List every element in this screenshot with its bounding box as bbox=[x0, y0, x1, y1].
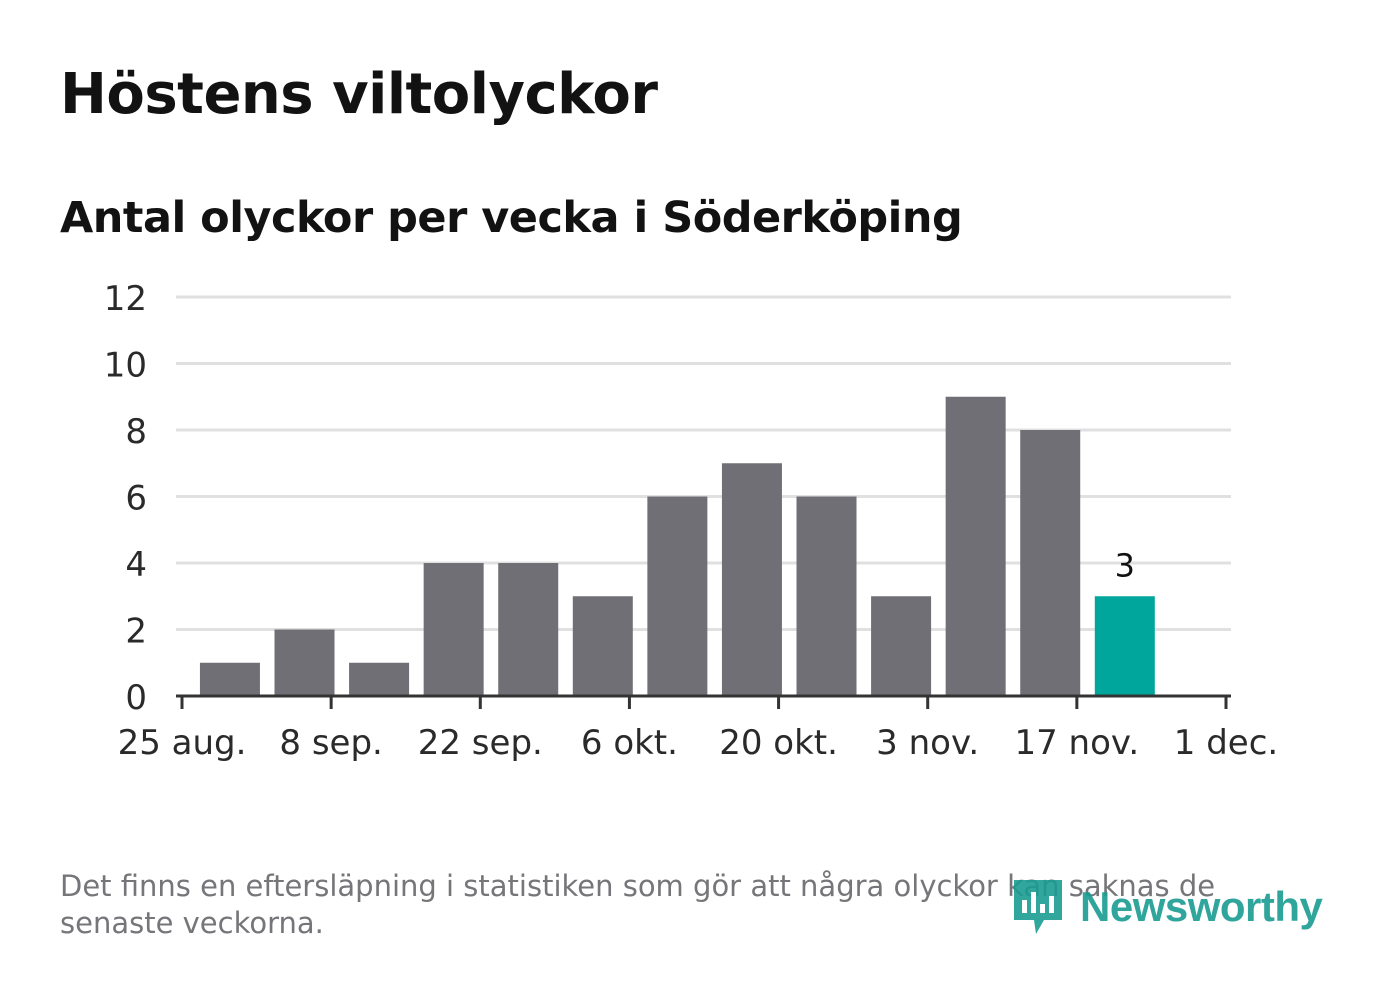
x-tick-label: 8 sep. bbox=[279, 723, 382, 763]
y-tick-label: 6 bbox=[125, 479, 147, 519]
bar bbox=[647, 496, 708, 696]
bar bbox=[1020, 430, 1081, 696]
chart-subtitle: Antal olyckor per vecka i Söderköping bbox=[60, 193, 963, 243]
bar bbox=[796, 496, 857, 696]
newsworthy-logo[interactable]: Newsworthy bbox=[1010, 876, 1323, 938]
y-tick-label: 4 bbox=[125, 545, 147, 585]
x-tick-label: 25 aug. bbox=[118, 723, 247, 763]
bar bbox=[199, 662, 260, 696]
y-tick-label: 0 bbox=[125, 678, 147, 718]
y-tick-label: 12 bbox=[104, 279, 147, 319]
bar bbox=[871, 596, 932, 696]
bar bbox=[721, 463, 782, 696]
y-tick-label: 2 bbox=[125, 612, 147, 652]
y-axis-tick-labels: 0 2 4 6 8 10 12 bbox=[104, 279, 147, 718]
x-tick-label: 3 nov. bbox=[876, 723, 979, 763]
bar bbox=[349, 662, 410, 696]
data-label: 3 bbox=[1115, 546, 1135, 584]
logo-text: Newsworthy bbox=[1080, 883, 1323, 930]
y-tick-label: 10 bbox=[104, 346, 147, 386]
chart-title: Höstens viltolyckor bbox=[60, 62, 658, 127]
bar bbox=[498, 563, 559, 696]
x-tick-label: 17 nov. bbox=[1014, 723, 1139, 763]
x-tick-label: 6 okt. bbox=[581, 723, 678, 763]
newsworthy-logo-icon bbox=[1014, 880, 1062, 934]
y-tick-label: 8 bbox=[125, 412, 147, 452]
bar bbox=[274, 629, 335, 696]
bar bbox=[572, 596, 633, 696]
bar-highlight bbox=[1094, 596, 1155, 696]
x-tick-label: 20 okt. bbox=[719, 723, 838, 763]
data-labels: 3 bbox=[1115, 546, 1135, 584]
bar bbox=[423, 563, 484, 696]
x-tick-label: 22 sep. bbox=[418, 723, 543, 763]
x-tick-label: 1 dec. bbox=[1174, 723, 1278, 763]
x-axis: 25 aug. 8 sep. 22 sep. 6 okt. 20 okt. 3 nov. 1… bbox=[118, 694, 1278, 763]
bars bbox=[199, 396, 1155, 696]
bar bbox=[945, 396, 1006, 696]
